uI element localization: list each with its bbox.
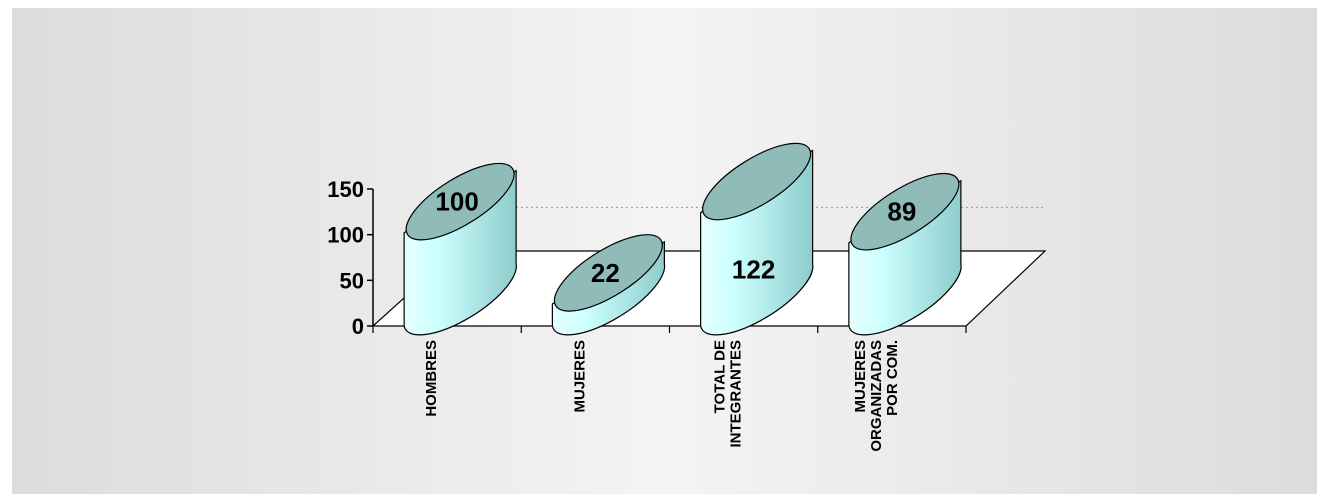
x-category-line-3-1: TOTAL DE bbox=[712, 340, 729, 413]
x-category-label-3: TOTAL DE INTEGRANTES bbox=[712, 340, 745, 448]
y-tick-label-3: 150 bbox=[327, 177, 364, 202]
bar-top-1 bbox=[405, 162, 515, 241]
x-category-line-4-1: MUJERES bbox=[852, 340, 869, 413]
bar-body-1 bbox=[403, 169, 517, 336]
x-category-line-4-2: ORGANIZADAS bbox=[868, 340, 885, 452]
x-category-line-4-3: POR COM. bbox=[884, 340, 901, 416]
x-category-label-4: MUJERES ORGANIZADAS POR COM. bbox=[852, 340, 901, 452]
bar-top-2 bbox=[553, 234, 663, 312]
bar-3 bbox=[700, 142, 814, 336]
x-category-line-1-1: HOMBRES bbox=[423, 340, 440, 417]
bar-2 bbox=[551, 234, 666, 336]
bar-4 bbox=[848, 172, 962, 336]
y-tick-label-1: 50 bbox=[340, 268, 364, 293]
bar-top-4 bbox=[850, 172, 960, 251]
x-category-label-1: HOMBRES bbox=[423, 340, 440, 417]
x-category-line-3-2: INTEGRANTES bbox=[728, 340, 745, 448]
y-tick-label-2: 100 bbox=[327, 223, 364, 248]
bar-1 bbox=[403, 162, 517, 336]
x-category-line-2-1: MUJERES bbox=[571, 340, 588, 413]
y-tick-label-0: 0 bbox=[352, 314, 364, 339]
data-label-1: 100 bbox=[435, 187, 478, 217]
data-label-3: 122 bbox=[732, 254, 775, 284]
bar-top-3 bbox=[702, 142, 812, 221]
data-label-2: 22 bbox=[591, 258, 620, 288]
data-label-4: 89 bbox=[887, 197, 916, 227]
bar-body-3 bbox=[700, 149, 814, 336]
x-category-label-2: MUJERES bbox=[571, 340, 588, 413]
